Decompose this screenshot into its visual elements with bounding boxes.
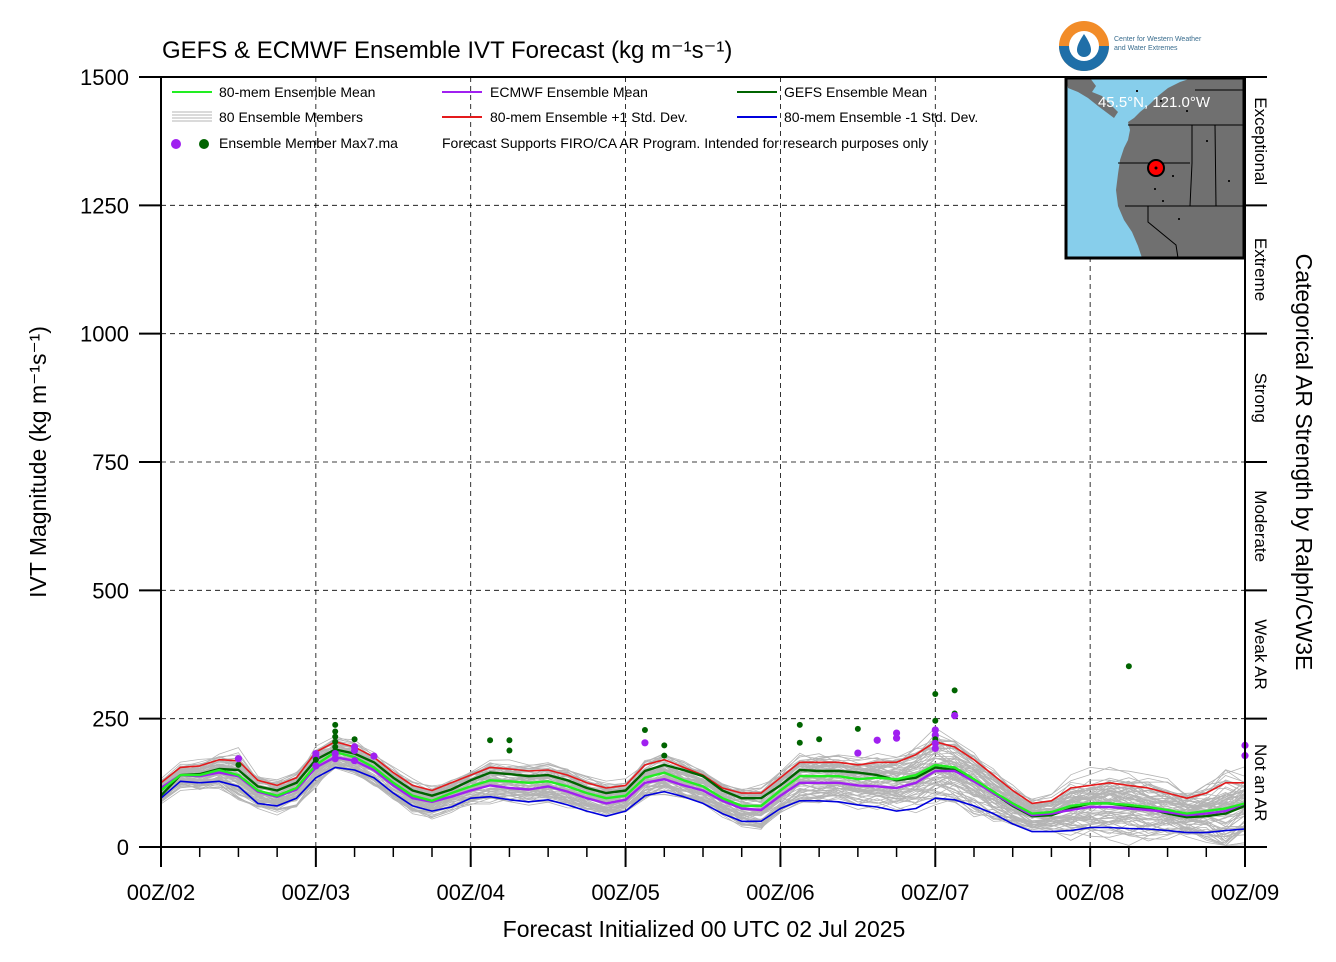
logo-line-1: Center for Western Weather (1114, 36, 1202, 43)
legend-dot-ecmwf (171, 139, 181, 149)
y-tick-labels: 0 250 500 750 1000 1250 1500 (80, 65, 129, 860)
max-point-gefs (351, 736, 358, 743)
legend-label-gefs: GEFS Ensemble Mean (784, 84, 927, 100)
max-point-ecmwf (931, 726, 939, 734)
max-point-ecmwf (312, 762, 320, 770)
max-point-gefs (487, 737, 494, 744)
category-label: Exceptional (1251, 97, 1270, 185)
max-point-ecmwf (350, 746, 359, 755)
max-point-ecmwf (370, 752, 378, 760)
max-point-gefs (816, 736, 823, 743)
ensemble-member-line (160, 738, 1246, 807)
y-tick-label: 1500 (80, 65, 129, 90)
category-axis: Not an AR Weak AR Moderate Strong Extreme Exc… (1251, 97, 1270, 821)
series-ecmwf-ensemble-mean (160, 756, 1246, 817)
max-point-gefs (506, 747, 513, 754)
max-point-gefs (641, 726, 648, 733)
member-max-points (234, 663, 1249, 770)
y-axis-title: IVT Magnitude (kg m⁻¹s⁻¹) (25, 326, 51, 598)
y-tick-label: 250 (92, 707, 129, 732)
series-lines (160, 740, 1246, 834)
max-point-gefs (235, 761, 242, 768)
series-80-mem-ensemble-1-std-dev- (160, 766, 1246, 834)
legend-swatch-members (172, 111, 212, 122)
max-point-gefs (932, 717, 939, 724)
legend-dot-gefs (199, 139, 209, 149)
category-label: Moderate (1251, 490, 1270, 562)
legend-label-minus-sd: 80-mem Ensemble -1 Std. Dev. (784, 109, 978, 125)
legend-label-ecmwf: ECMWF Ensemble Mean (490, 84, 648, 100)
max-point-gefs (951, 687, 958, 694)
max-point-gefs (854, 725, 861, 732)
legend-label-members: 80 Ensemble Members (219, 109, 363, 125)
legend-label-plus-sd: 80-mem Ensemble +1 Std. Dev. (490, 109, 688, 125)
ensemble-member-line (160, 755, 1246, 825)
legend-note: Forecast Supports FIRO/CA AR Program. In… (442, 135, 928, 151)
x-tick-labels: 00Z/02 00Z/03 00Z/04 00Z/05 00Z/06 00Z/07 00Z/… (127, 880, 1280, 905)
max-point-gefs (332, 721, 339, 728)
max-point-ecmwf (873, 736, 881, 744)
max-point-gefs (932, 691, 939, 698)
max-point-ecmwf (641, 739, 649, 747)
max-point-gefs (1125, 663, 1132, 670)
max-point-gefs (661, 742, 668, 749)
x-tick-label: 00Z/04 (436, 880, 505, 905)
max-point-gefs (332, 728, 339, 735)
max-point-gefs (332, 738, 339, 745)
max-point-gefs (796, 721, 803, 728)
max-point-ecmwf (854, 749, 862, 757)
x-tick-label: 00Z/08 (1056, 880, 1125, 905)
y-tick-label: 1250 (80, 193, 129, 218)
max-point-ecmwf (892, 734, 901, 742)
y-tick-label: 750 (92, 450, 129, 475)
legend: 80-mem Ensemble Mean ECMWF Ensemble Mean… (171, 84, 978, 151)
max-point-gefs (312, 756, 319, 763)
x-tick-label: 00Z/06 (746, 880, 815, 905)
y-tick-label: 0 (117, 835, 129, 860)
legend-label-max: Ensemble Member Max7.ma (219, 135, 398, 151)
max-point-ecmwf (350, 757, 359, 765)
category-label: Weak AR (1251, 619, 1270, 690)
x-axis-title: Forecast Initialized 00 UTC 02 Jul 2025 (503, 916, 906, 942)
x-tick-label: 00Z/09 (1211, 880, 1280, 905)
max-point-ecmwf (931, 739, 939, 747)
max-point-gefs (661, 752, 668, 759)
x-tick-label: 00Z/07 (901, 880, 970, 905)
max-point-ecmwf (892, 729, 901, 737)
right-axis-title: Categorical AR Strength by Ralph/CW3E (1291, 254, 1317, 671)
ensemble-member-line (160, 763, 1246, 847)
max-point-ecmwf (312, 749, 320, 758)
x-tick-label: 00Z/05 (591, 880, 660, 905)
category-label: Not an AR (1251, 744, 1270, 822)
max-point-ecmwf (331, 749, 339, 758)
max-point-ecmwf (331, 755, 339, 763)
ensemble-member-line (160, 766, 1246, 843)
ensemble-member-line (160, 742, 1246, 812)
location-inset-map: 45.5°N, 121.0°W (1064, 76, 1246, 260)
max-point-gefs (796, 739, 803, 746)
cw3e-logo: Center for Western Weather and Water Ext… (1059, 21, 1202, 71)
x-tick-label: 00Z/02 (127, 880, 196, 905)
max-point-ecmwf (951, 711, 959, 720)
max-point-gefs (332, 733, 339, 740)
legend-label-mean80: 80-mem Ensemble Mean (219, 84, 375, 100)
max-point-ecmwf (234, 755, 243, 763)
y-tick-label: 500 (92, 578, 129, 603)
category-label: Extreme (1251, 238, 1270, 301)
logo-line-2: and Water Extremes (1114, 45, 1178, 52)
inset-location-label: 45.5°N, 121.0°W (1098, 94, 1211, 111)
max-point-gefs (332, 743, 339, 750)
water-drop-icon (1077, 34, 1091, 57)
chart-title: GEFS & ECMWF Ensemble IVT Forecast (kg m… (162, 37, 732, 64)
max-point-ecmwf (931, 744, 939, 753)
category-label: Strong (1251, 373, 1270, 423)
max-point-gefs (506, 737, 513, 744)
ensemble-member-line (160, 738, 1246, 808)
ensemble-member-line (160, 765, 1246, 826)
y-tick-label: 1000 (80, 322, 129, 347)
series-80-mem-ensemble-mean (160, 750, 1246, 815)
x-tick-label: 00Z/03 (282, 880, 351, 905)
